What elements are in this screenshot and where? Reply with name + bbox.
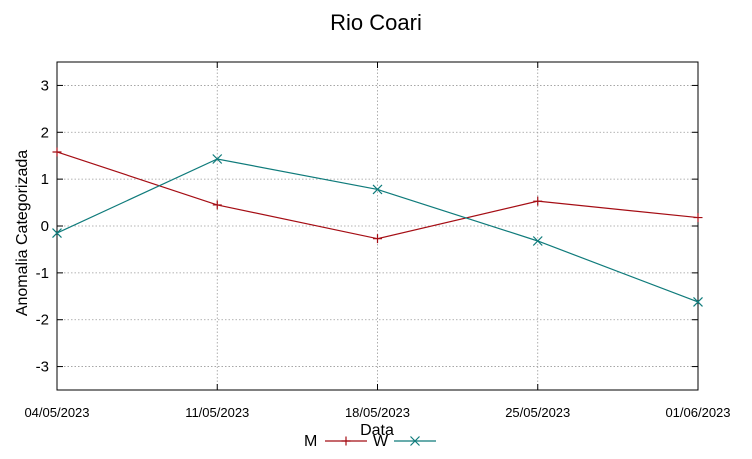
x-tick-label: 04/05/2023 [24,405,89,420]
y-axis-ticks: -3 -2 -1 0 1 2 3 [36,77,698,376]
data-point [533,196,543,206]
series-layer [52,147,703,307]
x-tick-label: 18/05/2023 [345,405,410,420]
x-tick-label: 11/05/2023 [185,405,249,420]
x-axis-ticks: 04/05/2023 11/05/2023 18/05/2023 25/05/2023… [24,62,731,420]
x-tick-label: 01/06/2023 [665,405,730,420]
data-point [372,184,383,195]
data-point [532,236,543,246]
y-tick-label: 3 [41,77,49,94]
data-point [693,296,703,307]
grid-lines [57,62,698,390]
data-point [212,154,223,164]
data-point [212,200,222,210]
data-point [373,234,382,244]
x-tick-label: 25/05/2023 [505,405,570,420]
data-point [52,147,62,157]
data-point [341,436,351,446]
legend-label: M [304,433,317,450]
y-tick-label: 0 [41,218,49,235]
y-tick-label: 2 [41,124,49,141]
y-tick-label: -3 [36,359,49,376]
y-axis-label: Anomalia Categorizada [14,150,31,316]
y-tick-label: -1 [36,265,49,282]
data-point [693,213,703,223]
legend-label: W [373,433,389,450]
chart-title: Rio Coari [330,10,422,35]
x-axis-label: Data [360,422,394,439]
y-tick-label: 1 [41,171,49,188]
data-point [52,228,62,238]
y-tick-label: -2 [36,312,49,329]
data-point [410,436,420,446]
